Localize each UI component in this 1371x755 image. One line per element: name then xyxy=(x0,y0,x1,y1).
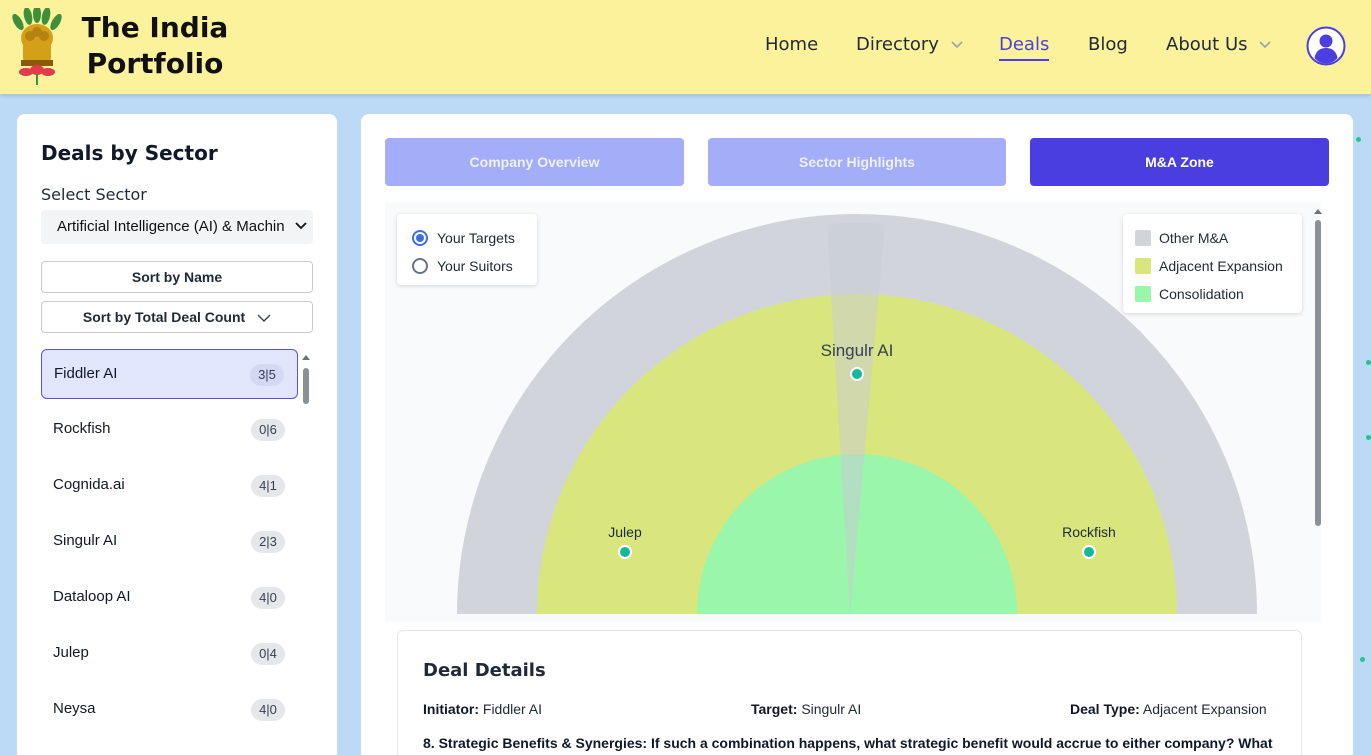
sort-by-name-label: Sort by Name xyxy=(131,269,223,285)
point-rockfish xyxy=(1082,545,1096,559)
deal-details-card: Deal Details Initiator: Fiddler AI Targe… xyxy=(397,630,1302,755)
background-dot xyxy=(1366,360,1371,365)
sort-by-count-label: Sort by Total Deal Count xyxy=(82,309,246,325)
deal-count-badge: 0|4 xyxy=(251,643,285,665)
target-label: Target: xyxy=(751,701,798,717)
company-name: Neysa xyxy=(53,700,96,717)
company-name: Singulr AI xyxy=(53,532,118,549)
tab-company-overview-label: Company Overview xyxy=(469,154,600,170)
chart-scrollbar[interactable] xyxy=(1313,206,1323,528)
radio-your-targets-label: Your Targets xyxy=(437,230,515,246)
highlight-sector-beam xyxy=(827,222,885,614)
nav-directory[interactable]: Directory xyxy=(856,34,963,60)
point-label-julep: Julep xyxy=(608,524,642,540)
list-item[interactable]: Cognida.ai 4|1 xyxy=(41,461,298,511)
deal-count-badge: 2|3 xyxy=(251,531,285,553)
list-item[interactable]: Neysa 4|0 xyxy=(41,685,298,735)
legend-label: Consolidation xyxy=(1159,286,1244,302)
deal-type-label: Deal Type: xyxy=(1070,701,1140,717)
point-singulr-ai xyxy=(850,367,864,381)
panel-title: Deals by Sector xyxy=(41,141,218,165)
nav-about-us[interactable]: About Us xyxy=(1166,34,1271,60)
initiator-label: Initiator: xyxy=(423,701,479,717)
company-name: Julep xyxy=(53,644,89,661)
top-header: The India Portfolio Home Directory Deals… xyxy=(0,0,1371,94)
list-item[interactable]: Fiddler AI 3|5 xyxy=(41,349,298,399)
target-suitor-toggle: Your Targets Your Suitors xyxy=(397,214,537,285)
nav-deals-label: Deals xyxy=(999,34,1050,55)
tab-ma-zone-label: M&A Zone xyxy=(1145,154,1214,170)
company-name: Rockfish xyxy=(53,420,111,437)
brand-name[interactable]: The India Portfolio xyxy=(80,10,230,82)
background-dot xyxy=(1366,435,1371,440)
chart-legend: Other M&A Adjacent Expansion Consolidati… xyxy=(1123,214,1302,313)
tab-sector-highlights[interactable]: Sector Highlights xyxy=(708,138,1006,186)
deal-count-badge: 4|1 xyxy=(251,475,285,497)
nav-about-us-label: About Us xyxy=(1166,34,1248,55)
target-value: Singulr AI xyxy=(801,701,862,717)
deal-initiator: Initiator: Fiddler AI xyxy=(423,701,542,717)
legend-swatch xyxy=(1135,286,1151,302)
nav-blog-label: Blog xyxy=(1088,34,1128,55)
brand-line-2: Portfolio xyxy=(86,47,224,80)
nav-home[interactable]: Home xyxy=(765,34,818,60)
legend-label: Other M&A xyxy=(1159,230,1229,246)
initiator-value: Fiddler AI xyxy=(482,701,543,717)
company-name: Fiddler AI xyxy=(54,365,118,382)
chevron-down-icon xyxy=(257,314,271,323)
radio-your-suitors-label: Your Suitors xyxy=(437,258,513,274)
chevron-down-icon xyxy=(295,222,307,230)
legend-swatch xyxy=(1135,258,1151,274)
user-avatar-icon[interactable] xyxy=(1306,26,1346,66)
nav-directory-label: Directory xyxy=(856,34,939,55)
sort-by-count-button[interactable]: Sort by Total Deal Count xyxy=(41,301,313,333)
select-sector-label: Select Sector xyxy=(41,185,147,204)
ma-zone-chart: Singulr AI Julep Rockfish Your Targets Y… xyxy=(385,202,1323,622)
deal-count-badge: 0|6 xyxy=(251,419,285,441)
sector-select[interactable]: Artificial Intelligence (AI) & Machin xyxy=(41,210,313,244)
nav-deals[interactable]: Deals xyxy=(999,34,1050,61)
deals-by-sector-panel: Deals by Sector Select Sector Artificial… xyxy=(17,114,337,755)
sort-by-name-button[interactable]: Sort by Name xyxy=(41,261,313,293)
deal-count-badge: 4|0 xyxy=(251,587,285,609)
lion-capital-emblem-icon[interactable] xyxy=(10,8,64,86)
list-item[interactable]: Rockfish 0|6 xyxy=(41,405,298,455)
list-item[interactable]: Singulr AI 2|3 xyxy=(41,517,298,567)
deal-target: Target: Singulr AI xyxy=(751,701,861,717)
deal-content-panel: Company Overview Sector Highlights M&A Z… xyxy=(361,114,1353,755)
legend-label: Adjacent Expansion xyxy=(1159,258,1283,274)
deal-question-text: 8. Strategic Benefits & Synergies: If su… xyxy=(423,735,1273,751)
brand-line-1: The India xyxy=(81,11,229,44)
tab-ma-zone[interactable]: M&A Zone xyxy=(1030,138,1329,186)
deal-type: Deal Type: Adjacent Expansion xyxy=(1070,701,1267,717)
point-label-singulr-ai: Singulr AI xyxy=(821,341,894,360)
deal-count-badge: 4|0 xyxy=(251,699,285,721)
nav-blog[interactable]: Blog xyxy=(1088,34,1128,60)
company-name: Dataloop AI xyxy=(53,588,131,605)
company-name: Cognida.ai xyxy=(53,476,125,493)
list-item[interactable]: Dataloop AI 4|0 xyxy=(41,573,298,623)
point-label-rockfish: Rockfish xyxy=(1062,524,1116,540)
point-julep xyxy=(618,545,632,559)
sector-select-value: Artificial Intelligence (AI) & Machin xyxy=(57,218,285,235)
deal-details-title: Deal Details xyxy=(423,660,546,681)
legend-swatch xyxy=(1135,230,1151,246)
radio-unselected-icon xyxy=(412,258,428,274)
chevron-down-icon xyxy=(1259,41,1271,49)
tab-sector-highlights-label: Sector Highlights xyxy=(799,154,915,170)
tab-company-overview[interactable]: Company Overview xyxy=(385,138,684,186)
nav-home-label: Home xyxy=(765,34,819,55)
deal-type-value: Adjacent Expansion xyxy=(1142,701,1267,717)
chevron-down-icon xyxy=(951,41,963,49)
radio-selected-icon xyxy=(412,230,428,246)
company-list-scrollbar[interactable] xyxy=(301,352,311,412)
zone-chart-svg: Singulr AI Julep Rockfish xyxy=(457,214,1257,614)
background-dot xyxy=(1360,657,1365,662)
deal-count-badge: 3|5 xyxy=(250,364,284,386)
list-item[interactable]: Julep 0|4 xyxy=(41,629,298,679)
background-dot xyxy=(1356,137,1361,142)
